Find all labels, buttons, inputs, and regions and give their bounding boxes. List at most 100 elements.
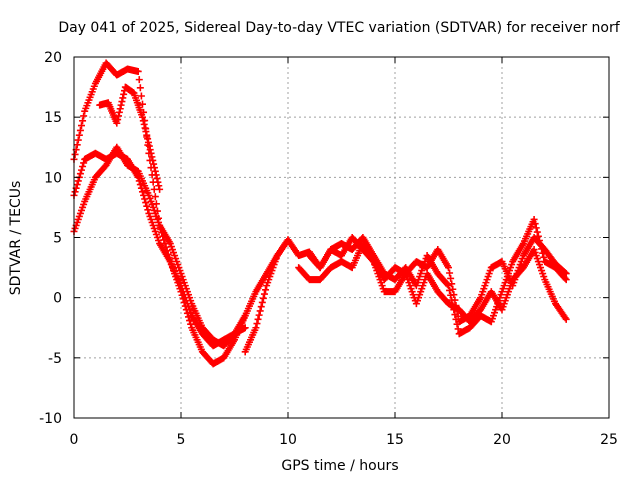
data-point	[260, 290, 268, 298]
data-point	[187, 320, 195, 328]
data-point	[120, 90, 128, 98]
data-point	[259, 294, 267, 302]
data-point	[532, 224, 540, 232]
data-point	[80, 159, 88, 167]
data-point	[258, 298, 266, 306]
data-point	[80, 112, 88, 120]
x-tick-label: 20	[493, 432, 511, 448]
data-point	[114, 116, 122, 124]
data-point	[255, 311, 263, 319]
data-point	[149, 156, 157, 164]
data-point	[144, 135, 152, 143]
data-point	[71, 188, 79, 196]
data-point	[137, 92, 145, 100]
data-point	[140, 120, 148, 128]
data-point	[241, 324, 249, 332]
data-point	[453, 307, 461, 315]
series-track-C	[70, 143, 292, 350]
data-point	[74, 136, 82, 144]
y-tick-label: -5	[48, 351, 62, 367]
data-point	[152, 171, 160, 179]
x-tick-label: 10	[279, 432, 297, 448]
data-point	[151, 167, 159, 175]
data-point	[139, 117, 147, 125]
data-point	[73, 141, 81, 149]
x-tick-label: 15	[386, 432, 404, 448]
data-point	[257, 303, 265, 311]
data-point	[449, 285, 457, 293]
data-point	[116, 105, 124, 113]
data-point	[76, 170, 84, 178]
y-tick-label: 5	[53, 231, 62, 247]
data-point	[138, 188, 146, 196]
data-point	[75, 131, 83, 139]
data-point	[561, 269, 569, 277]
data-point	[153, 175, 161, 183]
data-point	[136, 181, 144, 189]
data-point	[562, 270, 570, 278]
data-point	[118, 98, 126, 106]
data-point	[79, 163, 87, 171]
data-point	[142, 128, 150, 136]
data-point	[77, 122, 85, 130]
data-point	[147, 149, 155, 157]
data-point	[136, 84, 144, 92]
x-tick-label: 5	[177, 432, 186, 448]
data-points	[70, 59, 570, 368]
series-track-G	[305, 234, 570, 326]
data-point	[150, 164, 158, 172]
chart-title: Day 041 of 2025, Sidereal Day-to-day VTE…	[58, 20, 620, 36]
data-point	[155, 182, 163, 190]
data-point	[79, 117, 87, 125]
data-point	[540, 253, 548, 261]
data-point	[119, 94, 127, 102]
data-point	[446, 269, 454, 277]
data-point	[148, 153, 156, 161]
data-point	[74, 177, 82, 185]
data-point	[146, 146, 154, 154]
data-point	[562, 315, 570, 323]
y-tick-label: 15	[44, 110, 62, 126]
data-point	[138, 100, 146, 108]
data-point	[113, 119, 121, 127]
x-tick-labels: 0 5 10 15 20 25	[70, 432, 618, 448]
data-point	[142, 199, 150, 207]
data-point	[143, 131, 151, 139]
data-point	[151, 193, 159, 201]
y-tick-label: 20	[44, 50, 62, 66]
data-point	[262, 286, 270, 294]
data-point	[533, 228, 541, 236]
data-point	[143, 202, 151, 210]
y-tick-labels: -10 -5 0 5 10 15 20	[39, 50, 62, 427]
data-point	[531, 220, 539, 228]
data-point	[141, 124, 149, 132]
data-point	[530, 215, 538, 223]
y-tick-label: 10	[44, 170, 62, 186]
x-axis-label: GPS time / hours	[281, 458, 398, 474]
data-point	[447, 274, 455, 282]
grid-lines	[74, 57, 609, 418]
data-point	[156, 185, 164, 193]
axis-ticks	[73, 56, 610, 419]
y-tick-label: 0	[53, 291, 62, 307]
data-point	[135, 76, 143, 84]
data-point	[117, 101, 125, 109]
data-point	[144, 206, 152, 214]
data-point	[134, 67, 142, 75]
data-point	[254, 315, 262, 323]
data-point	[256, 307, 264, 315]
series-track-D	[96, 83, 164, 193]
data-point	[452, 301, 460, 309]
data-point	[445, 264, 452, 272]
data-point	[454, 325, 462, 333]
data-point	[115, 112, 123, 120]
x-tick-label: 25	[600, 432, 618, 448]
data-point	[150, 160, 158, 168]
data-point	[73, 181, 81, 189]
data-point	[253, 320, 261, 328]
data-point	[138, 113, 146, 121]
data-point	[77, 166, 85, 174]
data-point	[76, 126, 84, 134]
